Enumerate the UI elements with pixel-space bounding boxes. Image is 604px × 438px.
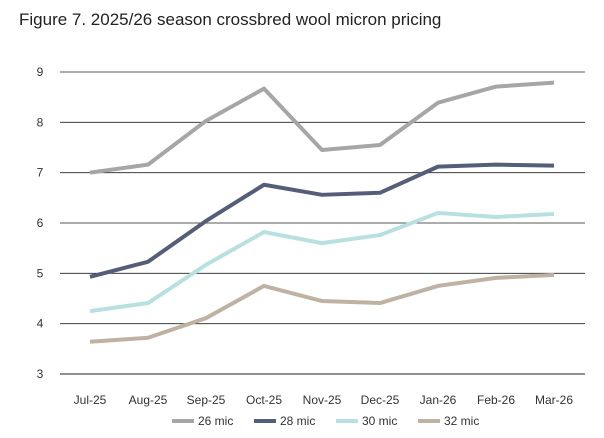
x-tick-label: Aug-25 bbox=[129, 393, 168, 407]
x-tick-label: Feb-26 bbox=[477, 393, 515, 407]
x-tick-label: Oct-25 bbox=[246, 393, 282, 407]
x-tick-label: Jan-26 bbox=[420, 393, 457, 407]
series-line-28-mic bbox=[89, 162, 555, 279]
y-tick-label: 7 bbox=[37, 166, 44, 180]
legend-label: 26 mic bbox=[198, 414, 233, 428]
x-tick-label: Jul-25 bbox=[74, 393, 107, 407]
y-tick-label: 5 bbox=[37, 266, 44, 280]
legend-label: 30 mic bbox=[362, 414, 397, 428]
legend-label: 28 mic bbox=[280, 414, 315, 428]
x-tick-label: Nov-25 bbox=[303, 393, 342, 407]
series-line-26-mic bbox=[89, 80, 555, 175]
x-tick-label: Dec-25 bbox=[361, 393, 400, 407]
x-tick-label: Sep-25 bbox=[187, 393, 226, 407]
y-tick-label: 8 bbox=[37, 115, 44, 129]
series-line-30-mic bbox=[89, 210, 555, 314]
series-line-32-mic bbox=[89, 272, 555, 344]
legend-label: 32 mic bbox=[444, 414, 479, 428]
y-tick-label: 4 bbox=[37, 317, 44, 331]
x-tick-label: Mar-26 bbox=[535, 393, 573, 407]
y-tick-label: 3 bbox=[37, 367, 44, 381]
y-tick-label: 6 bbox=[37, 216, 44, 230]
y-tick-label: 9 bbox=[37, 65, 44, 79]
chart-title: Figure 7. 2025/26 season crossbred wool … bbox=[19, 10, 442, 29]
